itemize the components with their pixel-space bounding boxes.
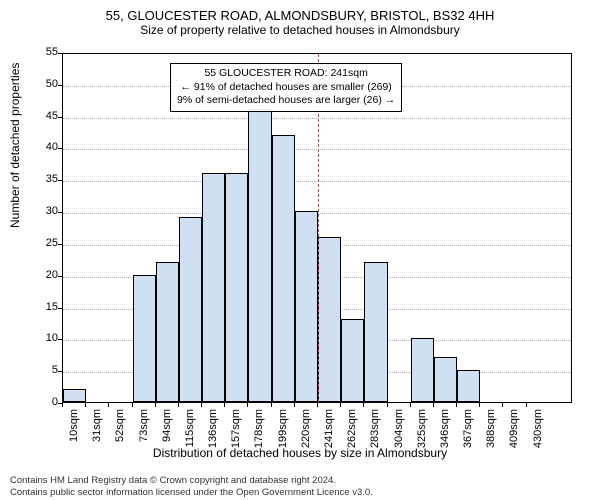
bar xyxy=(341,319,364,402)
bar xyxy=(272,135,295,402)
chart-container: 55, GLOUCESTER ROAD, ALMONDSBURY, BRISTO… xyxy=(0,8,600,488)
xtick-label: 283sqm xyxy=(369,409,381,453)
xtick-mark xyxy=(387,403,388,407)
bar xyxy=(248,109,271,402)
ytick-mark xyxy=(58,117,62,118)
xtick-label: 304sqm xyxy=(393,409,405,453)
gridline xyxy=(63,181,571,182)
xtick-mark xyxy=(526,403,527,407)
xtick-mark xyxy=(155,403,156,407)
xtick-mark xyxy=(247,403,248,407)
xtick-label: 367sqm xyxy=(462,409,474,453)
xtick-mark xyxy=(433,403,434,407)
ytick-label: 0 xyxy=(28,396,58,408)
xtick-mark xyxy=(132,403,133,407)
ytick-label: 15 xyxy=(28,301,58,313)
xtick-mark xyxy=(178,403,179,407)
ytick-label: 45 xyxy=(28,110,58,122)
bar xyxy=(202,173,225,402)
xtick-label: 31sqm xyxy=(91,409,103,453)
ytick-label: 50 xyxy=(28,78,58,90)
bar xyxy=(63,389,86,402)
ytick-mark xyxy=(58,148,62,149)
bar xyxy=(364,262,387,402)
xtick-label: 136sqm xyxy=(207,409,219,453)
ytick-label: 55 xyxy=(28,46,58,58)
ytick-mark xyxy=(58,212,62,213)
xtick-label: 115sqm xyxy=(184,409,196,453)
xtick-mark xyxy=(410,403,411,407)
ytick-label: 10 xyxy=(28,332,58,344)
xtick-label: 346sqm xyxy=(439,409,451,453)
ytick-mark xyxy=(58,276,62,277)
footer: Contains HM Land Registry data © Crown c… xyxy=(10,475,373,498)
xtick-label: 10sqm xyxy=(68,409,80,453)
xtick-mark xyxy=(340,403,341,407)
ytick-label: 5 xyxy=(28,364,58,376)
gridline xyxy=(63,149,571,150)
gridline xyxy=(63,118,571,119)
annotation-line2: ← 91% of detached houses are smaller (26… xyxy=(177,81,395,95)
xtick-mark xyxy=(62,403,63,407)
xtick-label: 52sqm xyxy=(114,409,126,453)
bar xyxy=(318,237,341,402)
ytick-mark xyxy=(58,339,62,340)
xtick-label: 157sqm xyxy=(230,409,242,453)
ytick-label: 20 xyxy=(28,269,58,281)
ytick-mark xyxy=(58,53,62,54)
xtick-label: 73sqm xyxy=(138,409,150,453)
bar xyxy=(295,211,318,402)
xtick-label: 430sqm xyxy=(532,409,544,453)
xtick-label: 409sqm xyxy=(508,409,520,453)
annotation-line3: 9% of semi-detached houses are larger (2… xyxy=(177,94,395,108)
bar xyxy=(225,173,248,402)
xtick-mark xyxy=(479,403,480,407)
ytick-label: 40 xyxy=(28,141,58,153)
footer-line2: Contains public sector information licen… xyxy=(10,487,373,498)
xtick-label: 178sqm xyxy=(253,409,265,453)
xtick-mark xyxy=(224,403,225,407)
ytick-label: 25 xyxy=(28,237,58,249)
xtick-label: 388sqm xyxy=(485,409,497,453)
bar xyxy=(179,217,202,402)
xtick-mark xyxy=(502,403,503,407)
annotation-box: 55 GLOUCESTER ROAD: 241sqm ← 91% of deta… xyxy=(170,63,402,112)
bar xyxy=(411,338,434,402)
xtick-mark xyxy=(201,403,202,407)
y-axis-label: Number of detached properties xyxy=(8,63,22,228)
chart-title: 55, GLOUCESTER ROAD, ALMONDSBURY, BRISTO… xyxy=(0,8,600,23)
xtick-mark xyxy=(317,403,318,407)
ytick-mark xyxy=(58,180,62,181)
bar xyxy=(133,275,156,402)
xtick-mark xyxy=(456,403,457,407)
xtick-mark xyxy=(271,403,272,407)
ytick-mark xyxy=(58,85,62,86)
xtick-label: 325sqm xyxy=(416,409,428,453)
ytick-label: 35 xyxy=(28,173,58,185)
xtick-mark xyxy=(363,403,364,407)
footer-line1: Contains HM Land Registry data © Crown c… xyxy=(10,475,373,486)
xtick-mark xyxy=(108,403,109,407)
xtick-mark xyxy=(85,403,86,407)
xtick-label: 262sqm xyxy=(346,409,358,453)
bar xyxy=(156,262,179,402)
ytick-mark xyxy=(58,244,62,245)
xtick-label: 220sqm xyxy=(300,409,312,453)
chart-subtitle: Size of property relative to detached ho… xyxy=(0,23,600,37)
ytick-mark xyxy=(58,371,62,372)
xtick-label: 94sqm xyxy=(161,409,173,453)
xtick-label: 199sqm xyxy=(277,409,289,453)
ytick-label: 30 xyxy=(28,205,58,217)
xtick-label: 241sqm xyxy=(323,409,335,453)
ytick-mark xyxy=(58,308,62,309)
annotation-line1: 55 GLOUCESTER ROAD: 241sqm xyxy=(177,67,395,81)
bar xyxy=(457,370,480,402)
xtick-mark xyxy=(294,403,295,407)
bar xyxy=(434,357,457,402)
